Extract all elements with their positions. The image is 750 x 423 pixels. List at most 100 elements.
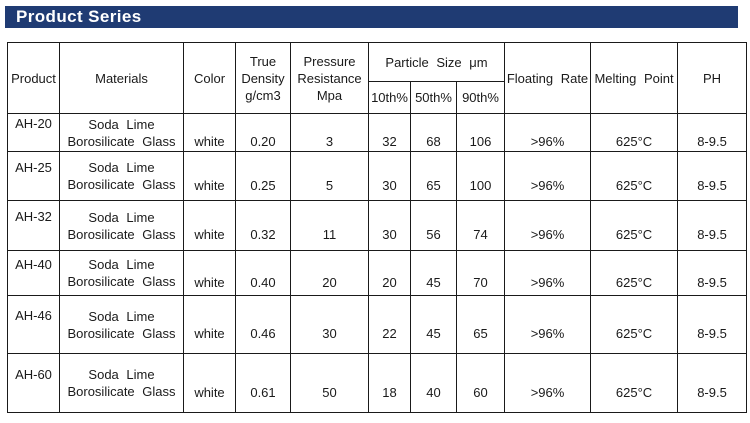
pressure-value: 20 (322, 274, 337, 290)
color-cell: white (183, 250, 236, 296)
floating-rate-cell: >96% (504, 353, 592, 413)
density-cell: 0.46 (235, 295, 291, 354)
melting-point-value: 625°C (615, 227, 653, 242)
ph-cell: 8-9.5 (677, 151, 748, 201)
materials-cell: Soda Lime Borosilicate Glass (59, 250, 184, 296)
col-header-color: Color (183, 42, 236, 114)
table-row: AH-32 Soda Lime Borosilicate Glass white… (7, 200, 748, 251)
p10-value: 18 (382, 384, 397, 400)
floating-rate-value: >96% (530, 326, 565, 341)
product-code: AH-60 (15, 366, 52, 382)
product-code: AH-40 (15, 256, 52, 272)
color-value: white (194, 326, 225, 341)
p50-value: 68 (426, 134, 441, 149)
floating-rate-value: >96% (530, 274, 565, 290)
floating-rate-cell: >96% (504, 295, 592, 354)
p50-value: 45 (426, 274, 441, 290)
p90-value: 70 (473, 274, 488, 290)
melting-point-value: 625°C (615, 177, 653, 193)
col-header-materials: Materials (59, 42, 184, 114)
product-code: AH-46 (15, 308, 52, 323)
col-header-floating-rate: Floating Rate (504, 42, 592, 114)
materials-cell: Soda Lime Borosilicate Glass (59, 200, 184, 251)
ph-value: 8-9.5 (697, 177, 727, 193)
p90-value: 74 (473, 227, 488, 242)
melting-point-cell: 625°C (590, 113, 679, 152)
col-header-90th-percentile: 90th% (455, 81, 506, 114)
ph-cell: 8-9.5 (677, 295, 748, 354)
color-cell: white (183, 113, 236, 152)
floating-rate-value: >96% (530, 134, 565, 149)
pressure-value: 3 (325, 134, 334, 149)
p90-cell: 74 (455, 200, 506, 251)
header-row-2: 10th% 50th% 90th% (8, 81, 747, 114)
floating-rate-cell: >96% (504, 250, 592, 296)
density-cell: 0.40 (235, 250, 291, 296)
product-cell: AH-20 (7, 113, 60, 152)
melting-point-cell: 625°C (590, 250, 679, 296)
product-cell: AH-40 (7, 250, 60, 296)
ph-value: 8-9.5 (697, 134, 727, 149)
p10-value: 22 (382, 326, 397, 341)
col-header-ph: PH (677, 42, 748, 114)
p90-cell: 60 (455, 353, 506, 413)
col-header-product: Product (7, 42, 60, 114)
p50-cell: 45 (410, 295, 457, 354)
p10-value: 20 (382, 274, 397, 290)
ph-value: 8-9.5 (697, 384, 727, 400)
color-cell: white (183, 353, 236, 413)
product-cell: AH-32 (7, 200, 60, 251)
density-value: 0.25 (250, 177, 276, 193)
table-row: AH-25 Soda Lime Borosilicate Glass white… (7, 151, 748, 201)
col-header-particle-size: Particle Size μm (367, 42, 506, 82)
ph-cell: 8-9.5 (677, 113, 748, 152)
melting-point-cell: 625°C (590, 295, 679, 354)
p10-cell: 20 (368, 250, 411, 296)
pressure-cell: 30 (290, 295, 369, 354)
materials-cell: Soda Lime Borosilicate Glass (59, 353, 184, 413)
density-value: 0.32 (250, 227, 276, 242)
product-cell: AH-46 (7, 295, 60, 354)
color-value: white (194, 177, 225, 193)
table-row: AH-60 Soda Lime Borosilicate Glass white… (7, 353, 748, 413)
header-row-1: Product Materials Color True Density g/c… (7, 42, 748, 114)
density-cell: 0.32 (235, 200, 291, 251)
melting-point-value: 625°C (615, 326, 653, 341)
floating-rate-cell: >96% (504, 200, 592, 251)
p50-cell: 40 (410, 353, 457, 413)
product-code: AH-20 (15, 116, 52, 131)
melting-point-cell: 625°C (590, 353, 679, 413)
melting-point-cell: 625°C (590, 151, 679, 201)
color-value: white (194, 227, 225, 242)
materials-cell: Soda Lime Borosilicate Glass (59, 151, 184, 201)
floating-rate-value: >96% (530, 227, 565, 242)
table-row: AH-46 Soda Lime Borosilicate Glass white… (7, 295, 748, 354)
product-cell: AH-25 (7, 151, 60, 201)
ph-value: 8-9.5 (697, 274, 727, 290)
pressure-cell: 3 (290, 113, 369, 152)
col-header-pressure-resistance: Pressure Resistance Mpa (290, 42, 369, 114)
pressure-value: 30 (322, 326, 337, 341)
melting-point-value: 625°C (615, 384, 653, 400)
p90-cell: 106 (455, 113, 506, 152)
melting-point-cell: 625°C (590, 200, 679, 251)
product-series-table: Product Materials Color True Density g/c… (7, 42, 748, 413)
ph-cell: 8-9.5 (677, 250, 748, 296)
p50-cell: 65 (410, 151, 457, 201)
product-cell: AH-60 (7, 353, 60, 413)
p90-value: 60 (473, 384, 488, 400)
p10-value: 32 (382, 134, 397, 149)
density-value: 0.61 (250, 384, 276, 400)
color-value: white (194, 274, 225, 290)
col-header-50th-percentile: 50th% (410, 81, 457, 114)
ph-cell: 8-9.5 (677, 353, 748, 413)
melting-point-value: 625°C (615, 134, 653, 149)
p90-cell: 70 (455, 250, 506, 296)
p10-cell: 30 (368, 151, 411, 201)
p50-value: 40 (426, 384, 441, 400)
color-value: white (194, 384, 225, 400)
pressure-value: 5 (325, 177, 334, 193)
p50-cell: 45 (410, 250, 457, 296)
p50-cell: 56 (410, 200, 457, 251)
